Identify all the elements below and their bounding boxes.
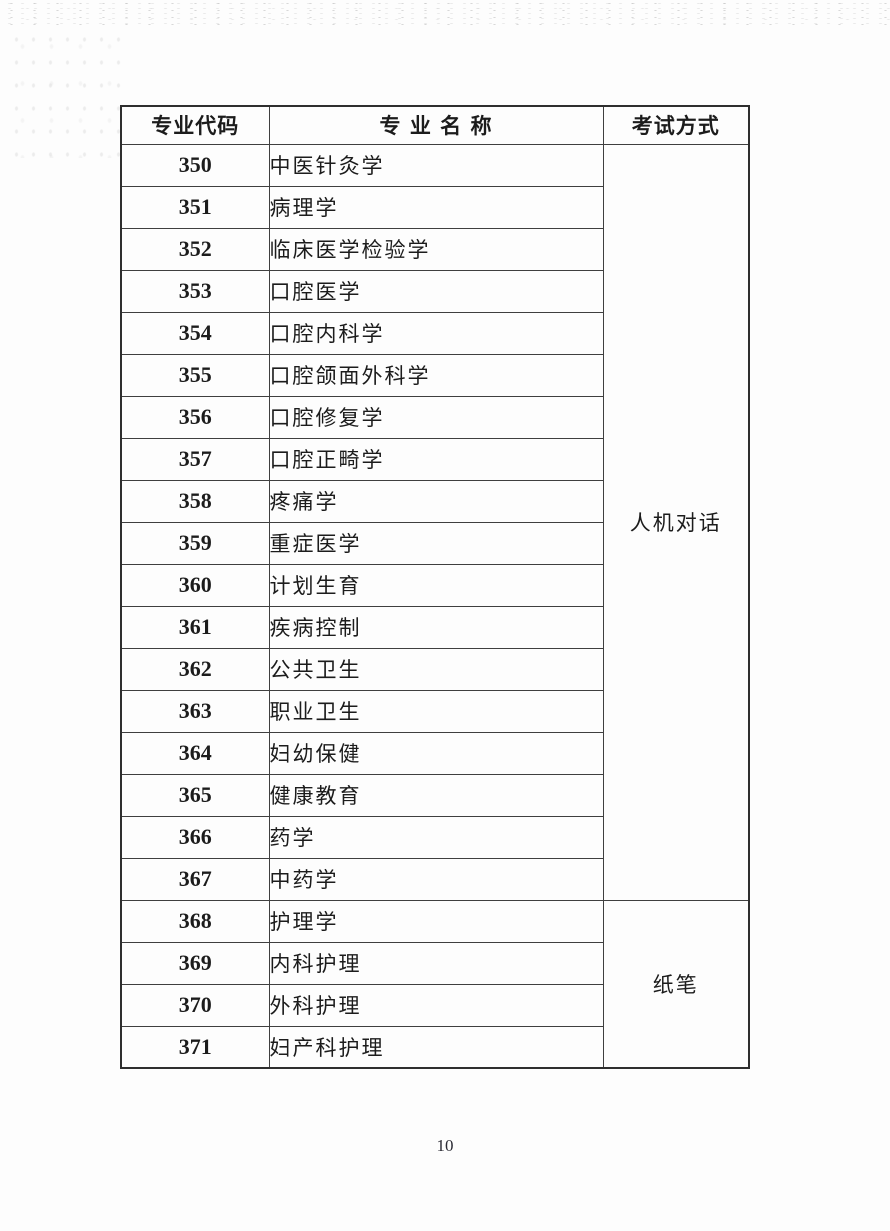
table-row: 350 中医针灸学 人机对话 bbox=[120, 143, 750, 901]
table-body: 350 中医针灸学 人机对话 351 病理学 352 临床医学检验学 353 口腔医学 354 口腔… bbox=[120, 143, 750, 1069]
table-row: 359 重症医学 bbox=[120, 521, 749, 565]
header-specialty-code: 专业代码 bbox=[120, 105, 270, 145]
specialty-code: 371 bbox=[120, 1025, 270, 1069]
specialty-name: 公共卫生 bbox=[268, 647, 604, 691]
specialty-code: 364 bbox=[120, 731, 270, 775]
specialty-name: 内科护理 bbox=[268, 941, 604, 985]
specialty-name: 计划生育 bbox=[268, 563, 604, 607]
specialty-name: 外科护理 bbox=[268, 983, 604, 1027]
specialty-code: 350 bbox=[120, 143, 270, 187]
specialty-name: 药学 bbox=[268, 815, 604, 859]
table-row: 362 公共卫生 bbox=[120, 647, 749, 691]
table-row: 369 内科护理 bbox=[120, 941, 749, 985]
header-row: 专业代码 专 业 名 称 考试方式 bbox=[120, 105, 750, 145]
specialty-code: 370 bbox=[120, 983, 270, 1027]
specialty-name: 中药学 bbox=[268, 857, 604, 901]
specialty-code: 355 bbox=[120, 353, 270, 397]
specialty-name: 妇幼保健 bbox=[268, 731, 604, 775]
table-row: 358 疼痛学 bbox=[120, 479, 749, 523]
table-row: 363 职业卫生 bbox=[120, 689, 749, 733]
specialty-name: 病理学 bbox=[268, 185, 604, 229]
specialty-code: 358 bbox=[120, 479, 270, 523]
specialty-code: 352 bbox=[120, 227, 270, 271]
specialty-name: 重症医学 bbox=[268, 521, 604, 565]
specialty-code: 359 bbox=[120, 521, 270, 565]
specialty-code: 366 bbox=[120, 815, 270, 859]
table-row: 368 护理学 纸笔 bbox=[120, 899, 750, 1069]
specialty-name: 妇产科护理 bbox=[268, 1025, 604, 1069]
specialty-name: 口腔医学 bbox=[268, 269, 604, 313]
table-row: 371 妇产科护理 bbox=[120, 1025, 749, 1069]
table-row: 351 病理学 bbox=[120, 185, 749, 229]
specialty-name: 口腔颌面外科学 bbox=[268, 353, 604, 397]
specialty-code: 354 bbox=[120, 311, 270, 355]
scan-artifacts bbox=[0, 0, 890, 28]
specialty-code: 361 bbox=[120, 605, 270, 649]
header-exam-method: 考试方式 bbox=[602, 105, 750, 145]
specialty-name: 临床医学检验学 bbox=[268, 227, 604, 271]
table-row: 366 药学 bbox=[120, 815, 749, 859]
specialty-code: 363 bbox=[120, 689, 270, 733]
specialty-table: 专业代码 专 业 名 称 考试方式 350 中医针灸学 人机对话 351 病理学 352 临… bbox=[120, 105, 750, 1069]
table-row: 361 疾病控制 bbox=[120, 605, 749, 649]
specialty-name: 疼痛学 bbox=[268, 479, 604, 523]
specialty-code: 368 bbox=[120, 899, 270, 943]
specialty-code: 367 bbox=[120, 857, 270, 901]
table-row: 367 中药学 bbox=[120, 857, 749, 901]
table-row: 364 妇幼保健 bbox=[120, 731, 749, 775]
specialty-code: 356 bbox=[120, 395, 270, 439]
specialty-name: 职业卫生 bbox=[268, 689, 604, 733]
specialty-name: 疾病控制 bbox=[268, 605, 604, 649]
specialty-name: 健康教育 bbox=[268, 773, 604, 817]
table-row: 355 口腔颌面外科学 bbox=[120, 353, 749, 397]
table-row: 360 计划生育 bbox=[120, 563, 749, 607]
specialty-name: 口腔正畸学 bbox=[268, 437, 604, 481]
table-row: 356 口腔修复学 bbox=[120, 395, 749, 439]
specialty-code: 362 bbox=[120, 647, 270, 691]
specialty-name: 口腔内科学 bbox=[268, 311, 604, 355]
exam-method: 纸笔 bbox=[602, 899, 750, 1069]
page-number: 10 bbox=[436, 1136, 454, 1155]
specialty-code: 369 bbox=[120, 941, 270, 985]
specialty-code: 351 bbox=[120, 185, 270, 229]
specialty-code: 360 bbox=[120, 563, 270, 607]
specialty-name: 口腔修复学 bbox=[268, 395, 604, 439]
table-row: 357 口腔正畸学 bbox=[120, 437, 749, 481]
specialty-name: 护理学 bbox=[268, 899, 604, 943]
specialty-code: 365 bbox=[120, 773, 270, 817]
specialty-code: 353 bbox=[120, 269, 270, 313]
specialty-name: 中医针灸学 bbox=[268, 143, 604, 187]
scan-smudge bbox=[8, 28, 128, 158]
exam-method: 人机对话 bbox=[602, 143, 750, 901]
header-specialty-name: 专 业 名 称 bbox=[268, 105, 604, 145]
table-row: 353 口腔医学 bbox=[120, 269, 749, 313]
specialty-code: 357 bbox=[120, 437, 270, 481]
